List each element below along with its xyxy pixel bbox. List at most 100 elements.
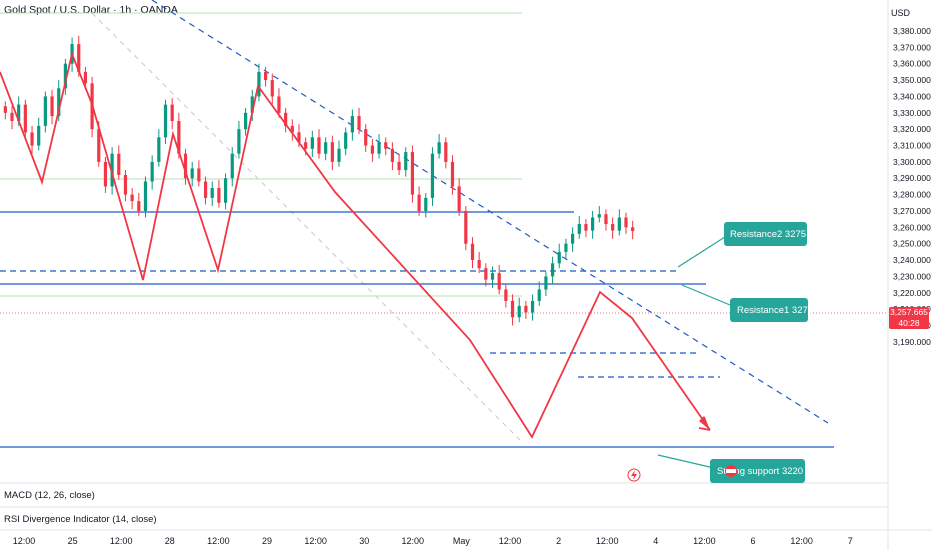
candle-body <box>537 289 541 301</box>
candle-body <box>344 132 348 149</box>
lightning-icon[interactable] <box>627 468 641 482</box>
strong-support-callout[interactable]: Strong support 3220 <box>710 459 805 483</box>
candle-body <box>524 305 528 313</box>
price-tick-label: 3,360.000 <box>893 59 931 69</box>
candle-body <box>177 120 181 154</box>
candle-body <box>203 181 208 198</box>
price-tick-label: 3,280.000 <box>893 190 931 200</box>
candle-body <box>557 251 561 264</box>
candle-body <box>444 142 448 162</box>
price-tick-label: 3,230.000 <box>893 271 931 281</box>
time-tick-label: 12:00 <box>13 536 36 546</box>
candle-body <box>604 214 608 225</box>
time-tick-label: 6 <box>750 536 755 546</box>
time-tick-label: 4 <box>653 536 658 546</box>
resistance1-callout[interactable]: Resistance1 3270 <box>730 298 813 322</box>
candle-body <box>304 142 308 149</box>
arrow-stroke <box>703 416 709 429</box>
candle-body <box>270 80 274 97</box>
candle-body <box>243 112 248 130</box>
strong-support-label: Strong support 3220 <box>717 466 803 477</box>
candle-body <box>290 125 294 133</box>
flag-icon-stripe <box>726 469 736 473</box>
candle-body <box>17 104 21 121</box>
candle-body <box>591 217 595 231</box>
rsi-indicator-label[interactable]: RSI Divergence Indicator (14, close) <box>4 514 157 525</box>
zigzag-pattern <box>0 51 711 439</box>
candle-body <box>137 201 141 211</box>
candle-body <box>370 145 374 154</box>
price-tick-label: 3,370.000 <box>893 42 931 52</box>
candle-body <box>430 153 435 198</box>
candle-body <box>37 125 41 146</box>
time-tick-label: 12:00 <box>499 536 522 546</box>
candle-body <box>230 153 234 179</box>
time-tick-label: 12:00 <box>790 536 813 546</box>
price-tick-label: 3,350.000 <box>893 75 931 85</box>
candle-body <box>550 263 555 277</box>
candle-body <box>30 132 34 146</box>
candle-body <box>497 273 501 290</box>
candle-body <box>310 137 314 149</box>
candle-body <box>197 168 201 182</box>
candle-body <box>450 161 455 187</box>
price-tick-label: 3,320.000 <box>893 124 931 134</box>
candle-body <box>337 148 341 162</box>
resistance2-callout[interactable]: Resistance2 3275 <box>724 222 807 246</box>
candle-body <box>350 116 354 133</box>
time-tick-label: 12:00 <box>304 536 327 546</box>
candle-body <box>510 300 515 318</box>
candle-body <box>617 217 621 231</box>
candle-body <box>123 174 128 195</box>
candle-body <box>437 142 441 154</box>
candle-body <box>284 112 288 126</box>
candle-body <box>103 161 108 187</box>
candle-body <box>297 132 301 143</box>
candle-body <box>183 153 188 179</box>
price-axis[interactable]: 3,190.0003,200.0003,210.0003,220.0003,23… <box>893 26 931 347</box>
time-tick-label: 30 <box>359 536 369 546</box>
time-tick-label: 25 <box>68 536 78 546</box>
candle-body <box>157 137 161 162</box>
candle-body <box>143 181 148 211</box>
candle-body <box>564 243 568 252</box>
macd-indicator-label[interactable]: MACD (12, 26, close) <box>4 490 95 501</box>
resistance1-label: Resistance1 3270 <box>737 305 813 316</box>
resistance2-label: Resistance2 3275 <box>730 229 806 240</box>
candle-body <box>577 224 581 234</box>
time-tick-label: 12:00 <box>207 536 230 546</box>
time-tick-label: 7 <box>848 536 853 546</box>
candle-body <box>150 161 154 182</box>
price-tick-label: 3,330.000 <box>893 108 931 118</box>
channel-line <box>91 12 521 441</box>
time-tick-label: 28 <box>165 536 175 546</box>
bar-countdown: 40:28 <box>898 318 920 328</box>
candle-body <box>410 152 415 195</box>
time-tick-label: 12:00 <box>596 536 619 546</box>
candle-body <box>504 289 508 301</box>
candle-body <box>264 71 268 81</box>
candle-body <box>477 260 481 269</box>
time-tick-label: 12:00 <box>693 536 716 546</box>
candle-body <box>457 186 461 211</box>
candle-body <box>377 142 381 154</box>
callout-pointer <box>657 454 715 469</box>
price-tick-label: 3,220.000 <box>893 288 931 298</box>
candle-body <box>63 63 67 89</box>
price-tick-label: 3,290.000 <box>893 173 931 183</box>
candle-body <box>217 188 221 203</box>
candle-body <box>517 305 521 318</box>
current-price-tag: 3,257.665 40:28 <box>889 307 929 329</box>
candle-body <box>250 96 254 113</box>
candle-body <box>390 148 395 162</box>
candle-body <box>417 194 421 211</box>
candle-body <box>3 106 7 113</box>
candle-body <box>464 210 468 244</box>
candles-group <box>3 35 635 326</box>
candle-body <box>190 168 194 179</box>
time-tick-label: 2 <box>556 536 561 546</box>
time-axis[interactable]: 12:00 25 12:00 28 12:00 29 12:00 30 12:00 May 12:0… <box>13 536 853 546</box>
candle-body <box>584 224 588 231</box>
candle-body <box>330 142 334 162</box>
